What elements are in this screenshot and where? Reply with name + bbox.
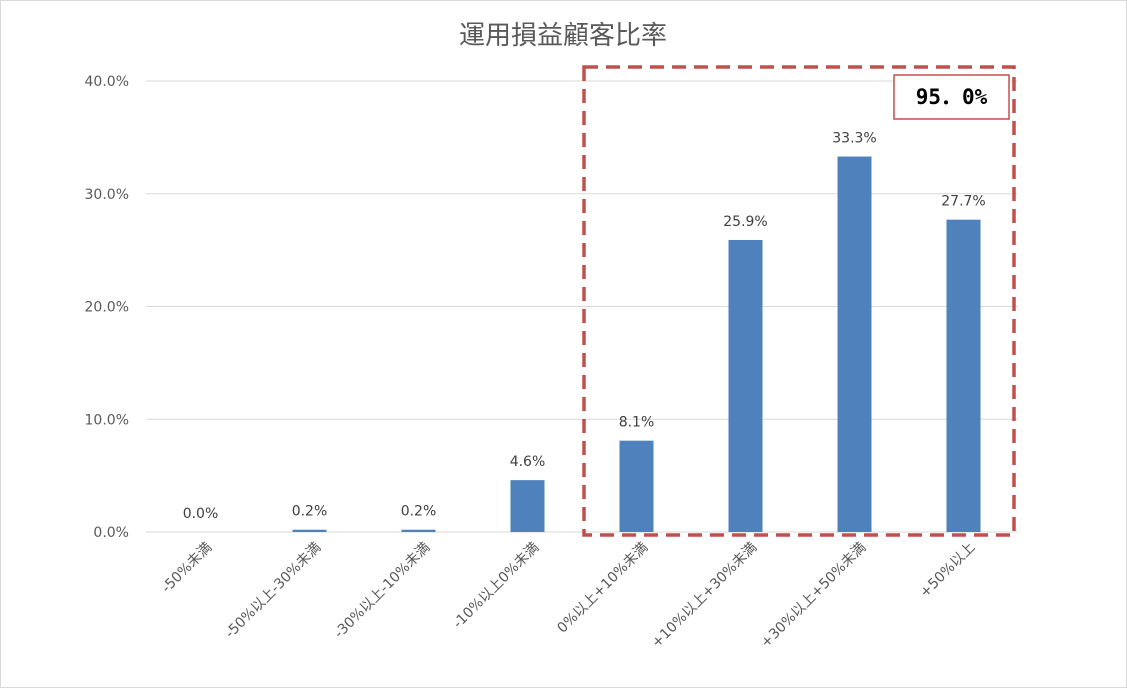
- y-tick-label: 0.0%: [93, 525, 129, 541]
- data-label: 0.0%: [183, 506, 219, 522]
- x-category-label: +50%以上: [917, 540, 978, 601]
- y-tick-label: 40.0%: [85, 74, 129, 90]
- y-axis-ticks: 0.0% 10.0% 20.0% 30.0% 40.0%: [85, 74, 129, 541]
- data-label: 0.2%: [401, 504, 437, 520]
- data-label: 0.2%: [292, 504, 328, 520]
- x-category-label: -10%以上0%未満: [450, 540, 542, 632]
- data-label: 25.9%: [723, 214, 767, 230]
- bar: [946, 219, 981, 532]
- x-category-label: -30%以上-10%未満: [331, 540, 433, 642]
- highlight-callout-box: [893, 74, 1010, 120]
- x-category-label: -50%未満: [159, 540, 216, 597]
- data-labels: 0.0% 0.2% 0.2% 4.6% 8.1% 25.9% 33.3% 27.7%: [183, 131, 986, 522]
- y-tick-label: 20.0%: [85, 300, 129, 316]
- x-category-label: +10%以上+30%未満: [649, 540, 761, 652]
- bar: [401, 529, 436, 532]
- bar: [837, 156, 872, 533]
- data-label: 27.7%: [941, 194, 985, 210]
- gridlines: [146, 80, 1018, 533]
- bar: [728, 239, 763, 533]
- chart-title: 運用損益顧客比率: [459, 21, 667, 51]
- bars: [292, 156, 981, 533]
- bar: [292, 529, 327, 532]
- x-category-label: +30%以上+50%未満: [758, 540, 870, 652]
- x-category-label: -50%以上-30%未満: [222, 540, 324, 642]
- bar: [510, 480, 545, 532]
- highlight-callout-label: 95．0%: [916, 85, 988, 109]
- x-axis-categories: -50%未満 -50%以上-30%未満 -30%以上-10%未満 -10%以上0%未満…: [159, 540, 979, 652]
- y-tick-label: 30.0%: [85, 187, 129, 203]
- data-label: 4.6%: [510, 454, 546, 470]
- x-category-label: 0%以上+10%未満: [554, 540, 651, 637]
- bar: [619, 440, 654, 532]
- data-label: 8.1%: [619, 415, 655, 431]
- highlight-dashed-box: [582, 65, 1016, 537]
- data-label: 33.3%: [832, 131, 876, 147]
- y-tick-label: 10.0%: [85, 412, 129, 428]
- highlight-region: 95．0%: [582, 65, 1016, 537]
